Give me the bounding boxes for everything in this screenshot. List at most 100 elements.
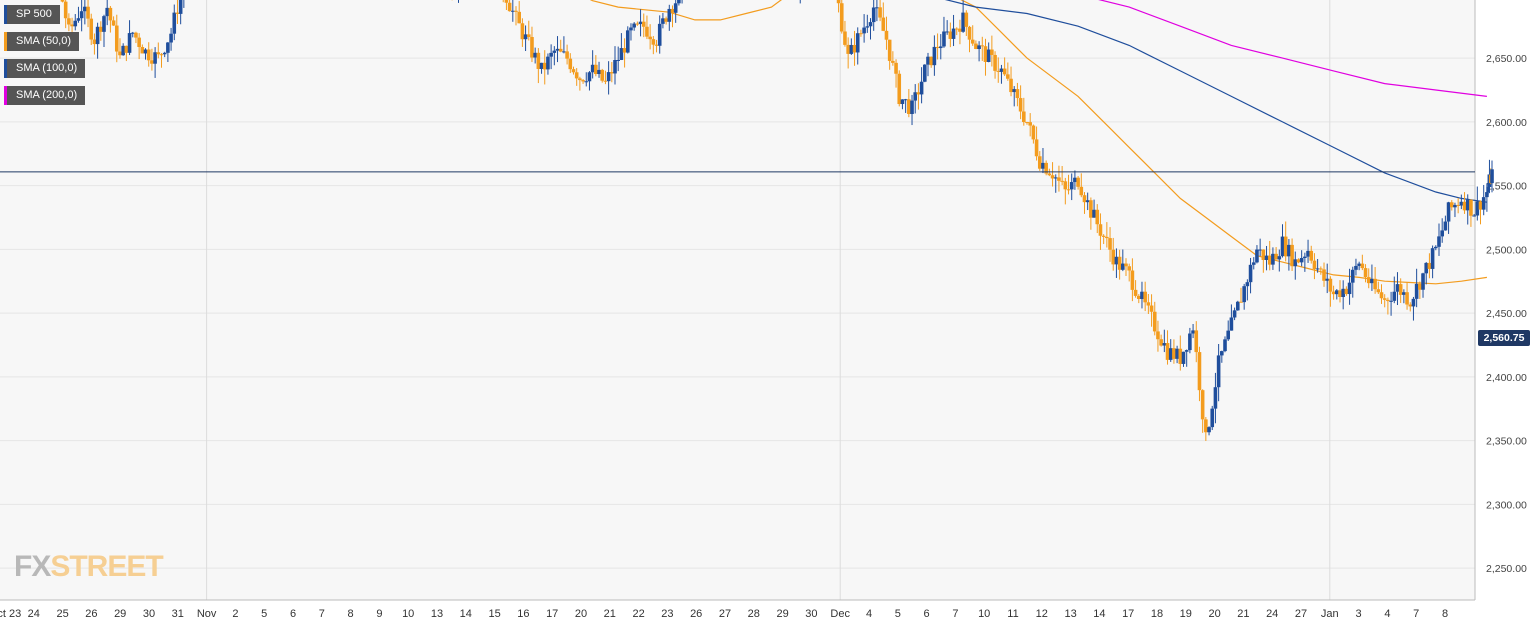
candle-body — [632, 23, 636, 28]
candle-body — [1022, 111, 1026, 123]
series-line — [944, 0, 1487, 203]
candle-body — [1178, 348, 1183, 364]
candle-body — [980, 45, 985, 47]
candle-body — [993, 54, 997, 71]
candle-body — [1226, 330, 1231, 340]
candle-body — [894, 62, 898, 74]
legend-item: SMA (200,0) — [4, 86, 86, 105]
candle-body — [1146, 302, 1151, 306]
candle-body — [859, 33, 863, 35]
candle-body — [584, 81, 589, 83]
candle-body — [169, 33, 173, 43]
candle-body — [1446, 202, 1451, 222]
x-tick-label: 14 — [460, 608, 472, 620]
candle-body — [843, 31, 847, 45]
candle-body — [1172, 348, 1176, 359]
candle-body — [897, 73, 902, 105]
x-tick-label: 7 — [319, 608, 325, 620]
candle-body — [839, 3, 844, 32]
candle-body — [178, 0, 183, 14]
candle-body — [1357, 263, 1361, 266]
candle-body — [910, 100, 914, 115]
candle-body — [951, 28, 956, 39]
candle-body — [1223, 339, 1227, 352]
candle-body — [1398, 284, 1403, 295]
x-tick-label: 24 — [1266, 608, 1278, 620]
candle-body — [76, 18, 81, 21]
candle-body — [1181, 351, 1186, 364]
candle-body — [1293, 259, 1298, 267]
candle-body — [533, 52, 537, 58]
candle-body — [1050, 175, 1055, 179]
y-tick-label: 2,700.00 — [1486, 0, 1527, 1]
candle-body — [903, 99, 908, 101]
candle-body — [60, 0, 65, 2]
candle-body — [1105, 236, 1109, 239]
candle-body — [606, 72, 611, 82]
candle-body — [114, 25, 119, 52]
candle-body — [597, 69, 601, 75]
candle-body — [641, 21, 646, 27]
candle-body — [1069, 182, 1074, 190]
candle-body — [507, 2, 512, 12]
candle-body — [517, 11, 521, 24]
candle-body — [855, 33, 860, 53]
candle-body — [1338, 290, 1342, 298]
candle-body — [846, 44, 850, 54]
candle-body — [1347, 282, 1352, 295]
x-tick-label: 30 — [805, 608, 817, 620]
candle-body — [1168, 348, 1173, 360]
candle-body — [1063, 181, 1068, 190]
x-tick-label: 21 — [604, 608, 616, 620]
candle-body — [1424, 262, 1429, 274]
candle-body — [1175, 348, 1179, 359]
candle-body — [1089, 200, 1093, 218]
x-tick-label: 21 — [1237, 608, 1249, 620]
candle-body — [1453, 204, 1457, 208]
candle-body — [1245, 282, 1250, 287]
candle-body — [546, 56, 550, 70]
candle-body — [1127, 266, 1131, 271]
candle-body — [603, 80, 608, 82]
y-tick-label: 2,350.00 — [1486, 436, 1527, 448]
candle-body — [1465, 199, 1470, 211]
candle-body — [578, 78, 582, 81]
candle-body — [102, 16, 106, 32]
candle-body — [83, 6, 87, 12]
candle-body — [923, 64, 927, 82]
x-tick-label: 6 — [924, 608, 930, 620]
candle-body — [1159, 339, 1163, 346]
candle-body — [1456, 204, 1460, 206]
candle-body — [1076, 177, 1080, 187]
candle-body — [1210, 408, 1215, 428]
x-tick-label: 20 — [1208, 608, 1220, 620]
candle-body — [150, 60, 154, 64]
candle-body — [622, 48, 627, 53]
candle-body — [887, 39, 892, 61]
candle-body — [1255, 249, 1259, 263]
candle-body — [907, 99, 911, 115]
candle-body — [146, 49, 151, 61]
candle-body — [1414, 283, 1419, 299]
x-tick-label: 27 — [719, 608, 731, 620]
y-tick-label: 2,400.00 — [1486, 372, 1527, 384]
candle-body — [948, 31, 953, 39]
candle-body — [172, 12, 177, 34]
candle-body — [1472, 215, 1476, 217]
candle-body — [536, 52, 541, 69]
x-tick-label: 15 — [488, 608, 500, 620]
x-tick-label: 26 — [85, 608, 97, 620]
x-tick-label: 11 — [1007, 608, 1018, 620]
candle-body — [1283, 236, 1288, 257]
candle-body — [1469, 199, 1473, 216]
candle-body — [1389, 300, 1393, 302]
candle-body — [1408, 304, 1413, 307]
candle-body — [1012, 89, 1017, 93]
candle-body — [1411, 298, 1416, 307]
candle-body — [875, 7, 879, 9]
candle-body — [938, 46, 943, 49]
candle-body — [523, 34, 528, 40]
x-tick-label: 29 — [114, 608, 126, 620]
candle-body — [549, 52, 553, 57]
